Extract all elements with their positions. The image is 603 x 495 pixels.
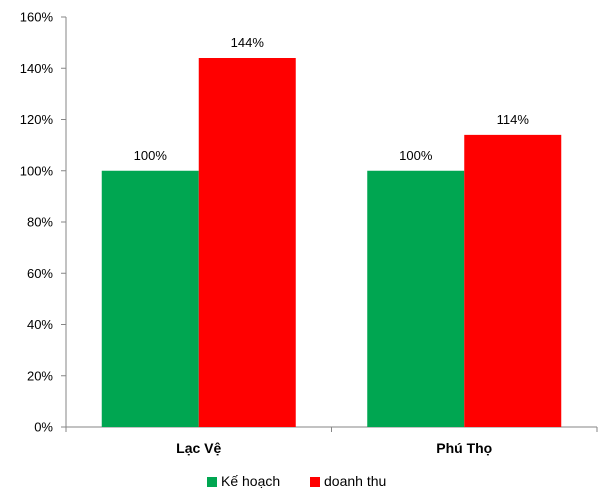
legend: Kế hoạch doanh thu bbox=[207, 473, 386, 489]
bars bbox=[101, 58, 562, 427]
y-tick-label: 60% bbox=[27, 266, 53, 281]
data-labels: 100% 144% 100% 114% bbox=[134, 35, 530, 163]
data-label: 100% bbox=[134, 148, 168, 163]
bar bbox=[101, 170, 199, 427]
y-tick-label: 140% bbox=[20, 61, 54, 76]
y-tick-label: 80% bbox=[27, 215, 53, 230]
category-label: Phú Thọ bbox=[436, 440, 492, 456]
data-label: 114% bbox=[497, 112, 530, 127]
category-label: Lạc Vệ bbox=[176, 440, 221, 456]
y-tick-label: 20% bbox=[27, 368, 53, 383]
y-tick-label: 160% bbox=[20, 10, 54, 25]
legend-label: Kế hoạch bbox=[221, 473, 280, 489]
legend-swatch bbox=[310, 477, 320, 487]
data-label: 144% bbox=[231, 35, 265, 50]
y-tick-label: 40% bbox=[27, 317, 53, 332]
bar bbox=[464, 134, 562, 427]
bar bbox=[198, 58, 296, 427]
x-axis: Lạc Vệ Phú Thọ bbox=[65, 426, 598, 456]
legend-swatch bbox=[207, 477, 217, 487]
data-label: 100% bbox=[399, 148, 433, 163]
y-axis: 0% 20% 40% 60% 80% 100% 120% 140% 160% bbox=[20, 10, 67, 435]
legend-label: doanh thu bbox=[324, 473, 386, 489]
y-tick-label: 100% bbox=[20, 163, 54, 178]
bar bbox=[367, 170, 465, 427]
y-tick-label: 120% bbox=[20, 112, 54, 127]
y-tick-label: 0% bbox=[34, 420, 53, 435]
